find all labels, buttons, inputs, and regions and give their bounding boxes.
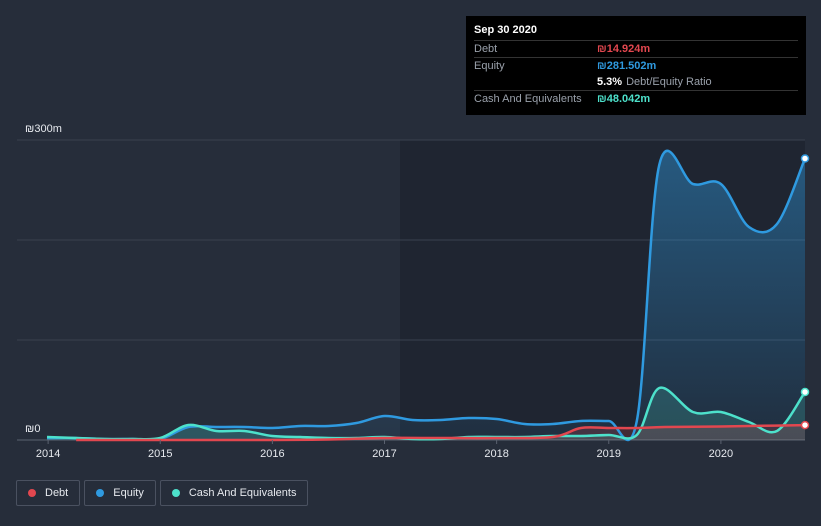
tooltip-equity-label: Equity xyxy=(474,60,505,72)
plot-area-past xyxy=(0,140,400,440)
tooltip-debt-label: Debt xyxy=(474,43,498,55)
x-tick-label-2016: 2016 xyxy=(260,448,284,460)
tooltip-date: Sep 30 2020 xyxy=(474,24,537,36)
legend-cash-label: Cash And Equivalents xyxy=(188,487,297,499)
y-axis-top-label: ₪300m xyxy=(25,123,62,135)
tooltip-cash-label: Cash And Equivalents xyxy=(474,93,582,105)
tooltip-ratio-row: 5.3% Debt/Equity Ratio xyxy=(474,74,798,90)
y-axis-bottom-label: ₪0 xyxy=(25,423,40,435)
cash-and-equivalents-line xyxy=(46,386,807,441)
tooltip-debt-value: ₪14.924m xyxy=(597,43,651,55)
legend-equity-toggle[interactable]: Equity xyxy=(84,480,156,506)
x-tick-label-2020: 2020 xyxy=(709,448,733,460)
legend-cash-toggle[interactable]: Cash And Equivalents xyxy=(159,480,309,506)
tooltip-equity-value: ₪281.502m xyxy=(597,60,657,72)
cash-and-equivalents-area xyxy=(47,387,805,440)
x-tick-label-2014: 2014 xyxy=(36,448,60,460)
cash-dot-icon xyxy=(171,489,180,497)
tooltip-ratio-value: 5.3% xyxy=(597,76,623,88)
x-tick-label-2019: 2019 xyxy=(597,448,621,460)
series-end-dots xyxy=(800,154,810,430)
legend-equity-label: Equity xyxy=(113,487,144,499)
x-axis-ticks: 2014 2015 2016 2017 2018 2019 2020 xyxy=(36,440,733,460)
equity-dot-icon xyxy=(96,489,105,497)
legend: Debt Equity Cash And Equivalents xyxy=(16,480,309,506)
tooltip-equity-row: Equity ₪281.502m xyxy=(474,57,798,74)
debt-dot-icon xyxy=(28,489,36,497)
tooltip: Sep 30 2020 Debt ₪14.924m Equity ₪281.50… xyxy=(466,16,806,115)
cash-and-equivalents-end-point xyxy=(800,387,810,397)
equity-end-point xyxy=(800,154,810,163)
equity-area xyxy=(47,150,805,440)
tooltip-cash-value: ₪48.042m xyxy=(597,93,651,105)
x-tick-label-2018: 2018 xyxy=(484,448,508,460)
x-tick-label-2017: 2017 xyxy=(372,448,396,460)
legend-debt-label: Debt xyxy=(45,487,69,499)
equity-line xyxy=(46,149,807,442)
tooltip-debt-row: Debt ₪14.924m xyxy=(474,40,798,57)
legend-debt-toggle[interactable]: Debt xyxy=(16,480,81,506)
debt-end-point xyxy=(800,420,810,430)
x-tick-label-2015: 2015 xyxy=(148,448,172,460)
tooltip-cash-row: Cash And Equivalents ₪48.042m xyxy=(474,90,798,107)
tooltip-ratio-label: Debt/Equity Ratio xyxy=(626,76,712,88)
